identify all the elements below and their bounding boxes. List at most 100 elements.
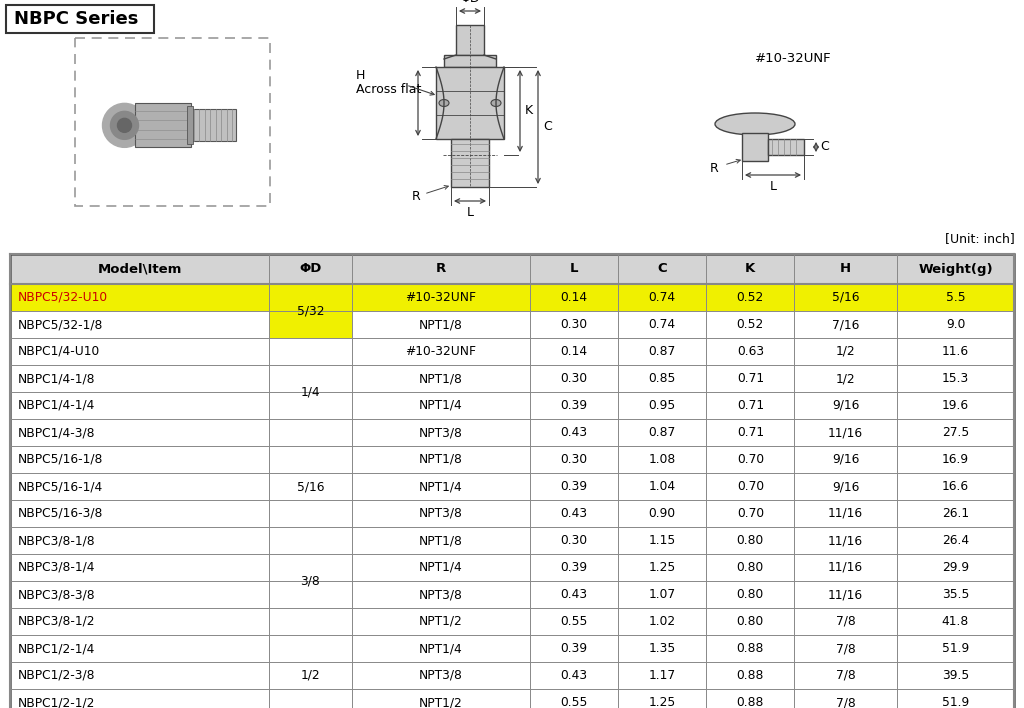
Bar bbox=[795, 284, 897, 311]
Text: NBPC1/4-1/4: NBPC1/4-1/4 bbox=[18, 399, 95, 412]
Text: 7/8: 7/8 bbox=[836, 615, 855, 628]
Bar bbox=[10, 311, 1014, 338]
Bar bbox=[10, 473, 1014, 500]
Bar bbox=[10, 365, 1014, 392]
Text: 0.70: 0.70 bbox=[736, 453, 764, 466]
Bar bbox=[10, 635, 1014, 662]
Text: 19.6: 19.6 bbox=[942, 399, 969, 412]
Text: NPT3/8: NPT3/8 bbox=[419, 588, 463, 601]
Text: NBPC5/16-1/8: NBPC5/16-1/8 bbox=[18, 453, 103, 466]
Text: 1/2: 1/2 bbox=[836, 345, 855, 358]
Text: 0.43: 0.43 bbox=[560, 426, 588, 439]
Bar bbox=[10, 284, 269, 311]
Bar bbox=[530, 284, 618, 311]
Text: 0.80: 0.80 bbox=[736, 561, 764, 574]
Text: C: C bbox=[820, 140, 828, 154]
Text: NBPC1/4-U10: NBPC1/4-U10 bbox=[18, 345, 100, 358]
Text: 9/16: 9/16 bbox=[831, 399, 859, 412]
Text: 0.63: 0.63 bbox=[736, 345, 764, 358]
Text: 5/16: 5/16 bbox=[831, 291, 859, 304]
Bar bbox=[269, 338, 351, 446]
Bar bbox=[186, 106, 193, 144]
Text: 0.52: 0.52 bbox=[736, 318, 764, 331]
Text: Across flat: Across flat bbox=[356, 83, 421, 96]
Text: NPT1/2: NPT1/2 bbox=[419, 696, 463, 708]
Text: NBPC3/8-1/4: NBPC3/8-1/4 bbox=[18, 561, 95, 574]
Circle shape bbox=[111, 111, 138, 139]
Text: #10-32UNF: #10-32UNF bbox=[755, 52, 831, 64]
Bar bbox=[742, 133, 768, 161]
Text: 0.39: 0.39 bbox=[560, 480, 588, 493]
Text: 11/16: 11/16 bbox=[828, 426, 863, 439]
Text: 11.6: 11.6 bbox=[942, 345, 969, 358]
Text: 5/32: 5/32 bbox=[297, 304, 325, 317]
Text: 7/8: 7/8 bbox=[836, 669, 855, 682]
Text: 5/16: 5/16 bbox=[297, 480, 325, 493]
Text: 0.87: 0.87 bbox=[648, 426, 676, 439]
Text: K: K bbox=[525, 105, 534, 118]
Bar bbox=[269, 446, 351, 527]
Text: 1.08: 1.08 bbox=[648, 453, 676, 466]
Text: 0.43: 0.43 bbox=[560, 507, 588, 520]
Text: 0.87: 0.87 bbox=[648, 345, 676, 358]
Text: 0.80: 0.80 bbox=[736, 588, 764, 601]
Bar bbox=[10, 419, 1014, 446]
Bar bbox=[10, 284, 1014, 311]
Text: L: L bbox=[467, 206, 473, 219]
Text: 7/8: 7/8 bbox=[836, 642, 855, 655]
Text: 11/16: 11/16 bbox=[828, 588, 863, 601]
Bar bbox=[10, 689, 1014, 708]
Text: 0.90: 0.90 bbox=[648, 507, 676, 520]
Text: 11/16: 11/16 bbox=[828, 534, 863, 547]
Text: NPT1/4: NPT1/4 bbox=[419, 561, 463, 574]
Text: 5.5: 5.5 bbox=[945, 291, 966, 304]
Text: 1.25: 1.25 bbox=[648, 696, 676, 708]
Bar bbox=[10, 500, 1014, 527]
Text: NPT3/8: NPT3/8 bbox=[419, 669, 463, 682]
Text: NBPC5/32-1/8: NBPC5/32-1/8 bbox=[18, 318, 103, 331]
Text: ΦD: ΦD bbox=[299, 263, 322, 275]
Bar bbox=[768, 139, 804, 155]
Text: NPT1/2: NPT1/2 bbox=[419, 615, 463, 628]
Bar bbox=[269, 527, 351, 635]
Text: 0.30: 0.30 bbox=[560, 318, 588, 331]
Text: 0.74: 0.74 bbox=[648, 318, 676, 331]
Text: NBPC5/16-3/8: NBPC5/16-3/8 bbox=[18, 507, 103, 520]
Bar bbox=[10, 446, 1014, 473]
Ellipse shape bbox=[490, 100, 501, 106]
Text: R: R bbox=[412, 190, 421, 203]
Bar bbox=[10, 662, 1014, 689]
Bar bbox=[10, 254, 1014, 708]
Text: NBPC1/2-1/4: NBPC1/2-1/4 bbox=[18, 642, 95, 655]
Text: NPT3/8: NPT3/8 bbox=[419, 507, 463, 520]
Text: K: K bbox=[745, 263, 756, 275]
Bar bbox=[75, 38, 270, 206]
Text: NPT1/4: NPT1/4 bbox=[419, 399, 463, 412]
Text: 0.43: 0.43 bbox=[560, 669, 588, 682]
Text: 1/4: 1/4 bbox=[301, 385, 321, 399]
Text: 0.52: 0.52 bbox=[736, 291, 764, 304]
Text: 7/16: 7/16 bbox=[831, 318, 859, 331]
Text: NBPC5/16-1/4: NBPC5/16-1/4 bbox=[18, 480, 103, 493]
Text: 0.14: 0.14 bbox=[560, 345, 588, 358]
Text: NBPC3/8-1/8: NBPC3/8-1/8 bbox=[18, 534, 95, 547]
Text: 1.35: 1.35 bbox=[648, 642, 676, 655]
Text: R: R bbox=[710, 163, 719, 176]
Text: NBPC5/32-U10: NBPC5/32-U10 bbox=[18, 291, 109, 304]
Text: 0.80: 0.80 bbox=[736, 615, 764, 628]
Text: 7/8: 7/8 bbox=[836, 696, 855, 708]
Text: 0.30: 0.30 bbox=[560, 453, 588, 466]
Bar bbox=[10, 392, 1014, 419]
Text: 0.30: 0.30 bbox=[560, 534, 588, 547]
Text: 0.85: 0.85 bbox=[648, 372, 676, 385]
Text: 9.0: 9.0 bbox=[946, 318, 966, 331]
Text: 16.6: 16.6 bbox=[942, 480, 969, 493]
Bar bbox=[190, 109, 236, 142]
Text: NBPC1/4-3/8: NBPC1/4-3/8 bbox=[18, 426, 95, 439]
Text: 0.71: 0.71 bbox=[736, 426, 764, 439]
Text: 1/2: 1/2 bbox=[836, 372, 855, 385]
Text: 0.71: 0.71 bbox=[736, 372, 764, 385]
Text: NBPC1/2-3/8: NBPC1/2-3/8 bbox=[18, 669, 95, 682]
Circle shape bbox=[102, 103, 146, 147]
Bar bbox=[451, 139, 489, 187]
